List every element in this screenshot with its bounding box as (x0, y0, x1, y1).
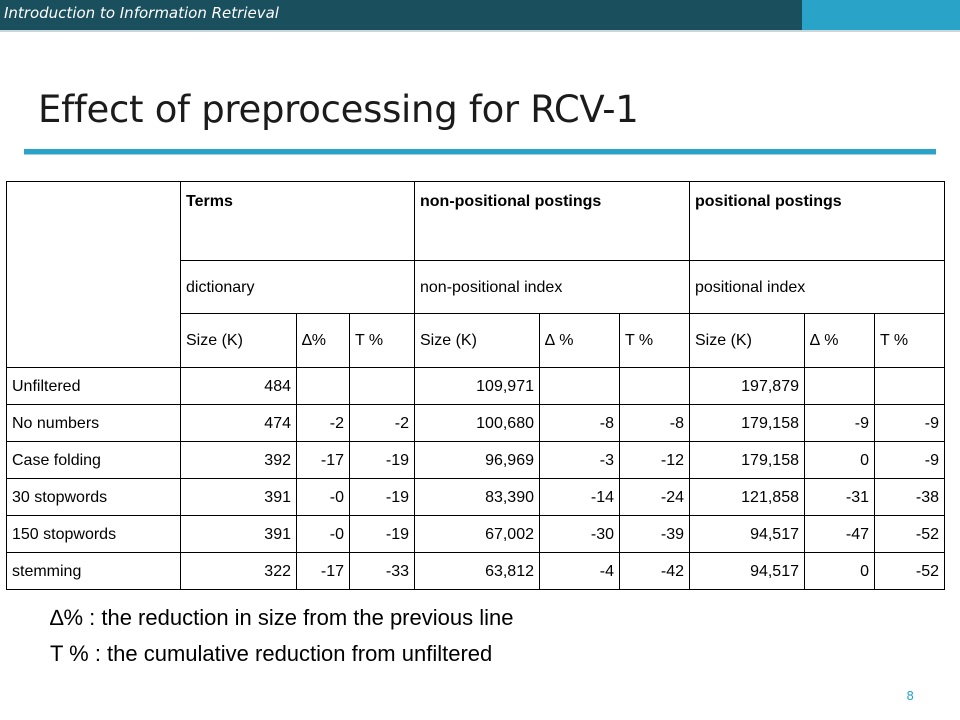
table-row: stemming 322 -17 -33 63,812 -4 -42 94,517 0 -52 (6, 552, 945, 590)
table-cell: -8 (539, 404, 620, 442)
header-accent-block (802, 0, 960, 30)
column-header: Size (K) (689, 313, 805, 368)
table-cell: 179,158 (689, 404, 805, 442)
table-row: No numbers 474 -2 -2 100,680 -8 -8 179,158 -9 -9 (6, 404, 945, 442)
table-cell: -0 (296, 515, 350, 553)
table-cell: 179,158 (689, 441, 805, 479)
column-header: T % (619, 313, 690, 368)
table-cell: -9 (804, 404, 875, 442)
table-cell: -2 (296, 404, 350, 442)
table-cell: 121,858 (689, 478, 805, 516)
table-cell: 96,969 (414, 441, 540, 479)
table-cell (874, 367, 945, 405)
table-cell: -19 (349, 515, 415, 553)
table-cell: -17 (296, 552, 350, 590)
table-cell: 391 (180, 478, 297, 516)
table-cell: -9 (874, 404, 945, 442)
table-cell (619, 367, 690, 405)
table-row: Unfiltered 484 109,971 197,879 (6, 367, 945, 405)
table-cell: -31 (804, 478, 875, 516)
table-cell: 109,971 (414, 367, 540, 405)
table-cell: 83,390 (414, 478, 540, 516)
table-cell: -52 (874, 515, 945, 553)
table-cell: 474 (180, 404, 297, 442)
table-cell: -19 (349, 441, 415, 479)
legend-notes: ∆% : the reduction in size from the prev… (50, 600, 513, 672)
table-cell: -19 (349, 478, 415, 516)
table-cell: 197,879 (689, 367, 805, 405)
table-cell (296, 367, 350, 405)
table-cell: -33 (349, 552, 415, 590)
row-label: No numbers (6, 404, 181, 442)
table-cell: 484 (180, 367, 297, 405)
row-label: Unfiltered (6, 367, 181, 405)
group-header-nonpositional: non-positional postings (414, 181, 690, 261)
table-cell: -30 (539, 515, 620, 553)
corner-cell (6, 181, 181, 368)
table-cell: 392 (180, 441, 297, 479)
table-cell: -24 (619, 478, 690, 516)
table-cell: -38 (874, 478, 945, 516)
table-cell: 0 (804, 552, 875, 590)
table-cell: -2 (349, 404, 415, 442)
table-cell: -9 (874, 441, 945, 479)
table-row: 30 stopwords 391 -0 -19 83,390 -14 -24 121,858-… (6, 478, 945, 516)
course-label: Introduction to Information Retrieval (4, 4, 279, 22)
table-cell (349, 367, 415, 405)
row-label: Case folding (6, 441, 181, 479)
index-label-positional: positional index (689, 260, 945, 314)
table-cell: -0 (296, 478, 350, 516)
index-label-row: dictionary non-positional index position… (7, 260, 945, 314)
table-cell: 322 (180, 552, 297, 590)
page-number: 8 (906, 689, 914, 703)
note-delta-percent: ∆% : the reduction in size from the prev… (50, 605, 514, 630)
column-header: T % (874, 313, 945, 368)
table-cell: 0 (804, 441, 875, 479)
table-cell (539, 367, 620, 405)
table-cell: 67,002 (414, 515, 540, 553)
table-cell: -47 (804, 515, 875, 553)
column-header: ∆% (296, 313, 350, 368)
index-label-nonpositional: non-positional index (414, 260, 690, 314)
table-cell: 63,812 (414, 552, 540, 590)
table-cell: -42 (619, 552, 690, 590)
header-separator (0, 30, 960, 32)
note-t-percent: T % : the cumulative reduction from unfi… (50, 641, 493, 666)
table-cell: 391 (180, 515, 297, 553)
table-cell: -14 (539, 478, 620, 516)
column-header: Size (K) (180, 313, 297, 368)
table-cell: -3 (539, 441, 620, 479)
row-label: 150 stopwords (6, 515, 181, 553)
table-cell: -8 (619, 404, 690, 442)
preprocessing-table: Terms non-positional postings positional… (6, 181, 945, 590)
table-cell: 100,680 (414, 404, 540, 442)
row-label: stemming (6, 552, 181, 590)
table-cell: -39 (619, 515, 690, 553)
group-header-positional: positional postings (689, 181, 945, 261)
group-header-terms: Terms (180, 181, 415, 261)
table-row: Case folding 392 -17 -19 96,969 -3 -12 179,158 0… (6, 441, 945, 479)
table-cell (804, 367, 875, 405)
column-header-row: Size (K) ∆% T % Size (K) ∆ % T % Size (K… (7, 313, 945, 368)
table-cell: 94,517 (689, 515, 805, 553)
header-bar: Introduction to Information Retrieval (0, 0, 960, 32)
column-header: Size (K) (414, 313, 540, 368)
column-header: ∆ % (804, 313, 875, 368)
table-cell: -52 (874, 552, 945, 590)
table-cell: 94,517 (689, 552, 805, 590)
slide-title: Effect of preprocessing for RCV-1 (38, 88, 639, 131)
table-row: 150 stopwords 391 -0 -19 67,002 -30 -39 94,517-… (6, 515, 945, 553)
table-cell: -4 (539, 552, 620, 590)
row-label: 30 stopwords (6, 478, 181, 516)
table-cell: -17 (296, 441, 350, 479)
group-header-row: Terms non-positional postings positional… (6, 181, 945, 368)
column-header: ∆ % (539, 313, 620, 368)
title-underline (24, 149, 936, 155)
column-header: T % (349, 313, 415, 368)
index-label-dictionary: dictionary (180, 260, 415, 314)
table-cell: -12 (619, 441, 690, 479)
table-body: Unfiltered 484 109,971 197,879 No numbers 474… (6, 367, 945, 590)
